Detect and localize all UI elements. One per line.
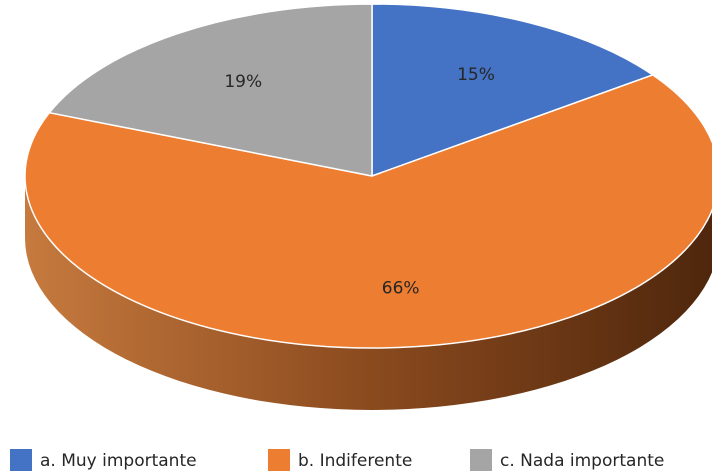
data-label: 66% (382, 279, 420, 299)
legend-label: c. Nada importante (500, 451, 664, 471)
pie-slice (24, 74, 712, 349)
legend-swatch (268, 449, 290, 471)
data-label: 15% (457, 65, 495, 85)
pie-side (25, 176, 712, 410)
data-label: 19% (224, 72, 262, 92)
legend-label: b. Indiferente (298, 451, 412, 471)
legend-swatch (470, 449, 492, 471)
pie-slice (371, 3, 655, 178)
pie-slice (48, 3, 373, 177)
legend-label: a. Muy importante (40, 451, 197, 471)
legend-swatch (10, 449, 32, 471)
